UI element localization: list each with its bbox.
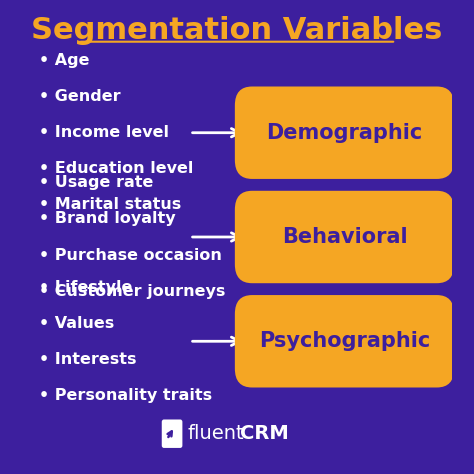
Text: • Income level: • Income level bbox=[39, 125, 169, 140]
Text: • Purchase occasion: • Purchase occasion bbox=[39, 247, 222, 263]
Text: • Gender: • Gender bbox=[39, 89, 121, 104]
Text: Demographic: Demographic bbox=[266, 123, 423, 143]
Text: • Age: • Age bbox=[39, 53, 90, 68]
FancyBboxPatch shape bbox=[235, 191, 454, 283]
FancyBboxPatch shape bbox=[162, 419, 182, 448]
Text: • Values: • Values bbox=[39, 316, 114, 331]
FancyBboxPatch shape bbox=[235, 87, 454, 179]
Text: • Brand loyalty: • Brand loyalty bbox=[39, 211, 176, 227]
Text: • Customer journeys: • Customer journeys bbox=[39, 283, 226, 299]
Text: CRM: CRM bbox=[240, 424, 289, 443]
Text: Segmentation Variables: Segmentation Variables bbox=[31, 16, 443, 46]
Text: • Interests: • Interests bbox=[39, 352, 137, 367]
Text: fluent: fluent bbox=[188, 424, 244, 443]
Text: • Education level: • Education level bbox=[39, 161, 193, 176]
Text: • Usage rate: • Usage rate bbox=[39, 175, 154, 191]
FancyBboxPatch shape bbox=[235, 295, 454, 388]
Text: Behavioral: Behavioral bbox=[282, 227, 407, 247]
Text: • Personality traits: • Personality traits bbox=[39, 388, 212, 403]
Text: • Lifestyle: • Lifestyle bbox=[39, 280, 133, 295]
Text: • Marital status: • Marital status bbox=[39, 197, 182, 212]
Text: Psychographic: Psychographic bbox=[259, 331, 430, 351]
